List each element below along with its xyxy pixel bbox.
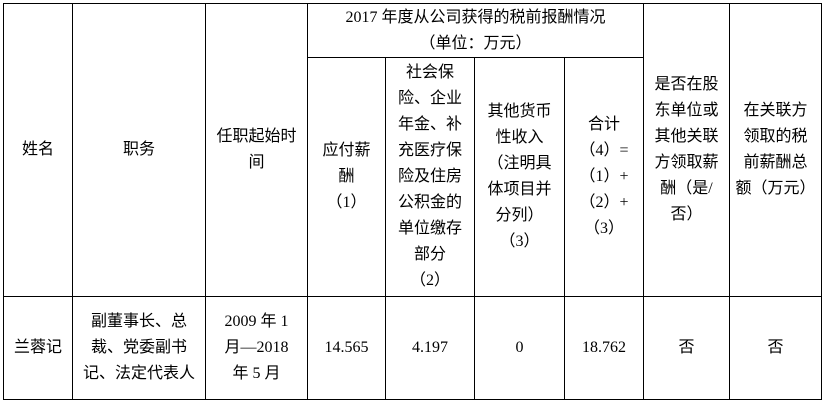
header-compensation-2017: 2017 年度从公司获得的税前报酬情况 （单位：万元）: [306, 3, 645, 58]
header-related-party-total: 在关联方 领取的税 前薪酬总 额（万元）: [729, 3, 823, 297]
header-position: 职务: [72, 3, 206, 297]
compensation-table: 姓名 职务 任职起始时 间 2017 年度从公司获得的税前报酬情况 （单位：万元…: [3, 3, 823, 400]
header-term-start: 任职起始时 间: [205, 3, 308, 297]
header-shareholder-remuneration: 是否在股 东单位或 其他关联 方领取薪 酬（是/ 否）: [643, 3, 731, 297]
header-social-insurance: 社会保 险、企业 年金、补 充医疗保 险及住房 公积金的 单位缴存 部分 （2）: [385, 57, 475, 297]
cell-term-start: 2009 年 1 月—2018 年 5 月: [205, 296, 308, 400]
cell-social-insurance: 4.197: [385, 296, 475, 400]
cell-related-party-total: 否: [729, 296, 823, 400]
cell-shareholder-remuneration: 否: [643, 296, 731, 400]
header-name: 姓名: [3, 3, 73, 297]
cell-total: 18.762: [563, 296, 645, 400]
cell-name: 兰蓉记: [3, 296, 73, 400]
cell-other-monetary-income: 0: [474, 296, 565, 400]
table-row: 兰蓉记 副董事长、总 裁、党委副书 记、法定代表人 2009 年 1 月—201…: [3, 296, 823, 400]
cell-position: 副董事长、总 裁、党委副书 记、法定代表人: [72, 296, 206, 400]
header-payable-salary: 应付薪 酬 （1）: [307, 57, 386, 297]
header-total: 合计 （4）= （1）+ （2）+ （3）: [563, 57, 645, 297]
header-other-monetary-income: 其他货币 性收入 （注明具 体项目并 分列） （3）: [474, 57, 565, 297]
header-row-top: 姓名 职务 任职起始时 间 2017 年度从公司获得的税前报酬情况 （单位：万元…: [3, 3, 823, 297]
cell-payable-salary: 14.565: [307, 296, 386, 400]
header-row-sub: 应付薪 酬 （1） 社会保 险、企业 年金、补 充医疗保 险及住房 公积金的 单…: [4, 57, 822, 297]
